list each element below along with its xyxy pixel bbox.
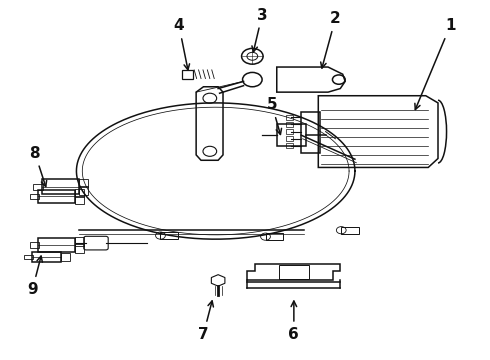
Bar [341,226,359,234]
Bar [286,129,293,134]
Text: 1: 1 [415,18,456,109]
Bar [33,184,43,190]
Bar [160,232,178,239]
Bar [182,70,193,78]
Text: 4: 4 [174,18,190,70]
Bar [29,242,39,248]
Bar [301,112,320,153]
Bar [24,255,33,259]
Bar [38,238,75,252]
Bar [75,237,84,246]
Bar [38,190,75,203]
Bar [286,115,293,120]
Text: 7: 7 [198,301,214,342]
Text: 5: 5 [267,97,282,134]
Bar [61,253,70,261]
Bar [279,265,309,279]
Text: 3: 3 [252,8,268,52]
Text: 9: 9 [27,256,43,297]
Text: 2: 2 [320,11,341,68]
Bar [42,179,79,194]
Bar [29,194,39,199]
Bar [286,143,293,148]
Bar [75,195,84,204]
Bar [286,122,293,127]
Bar [277,125,306,146]
Text: 8: 8 [29,145,47,186]
Bar [266,233,283,240]
Bar [79,179,88,187]
Text: 6: 6 [289,301,299,342]
Bar [79,186,88,195]
Bar [75,244,84,253]
Bar [75,189,84,197]
Bar [286,136,293,141]
Bar [32,252,61,262]
